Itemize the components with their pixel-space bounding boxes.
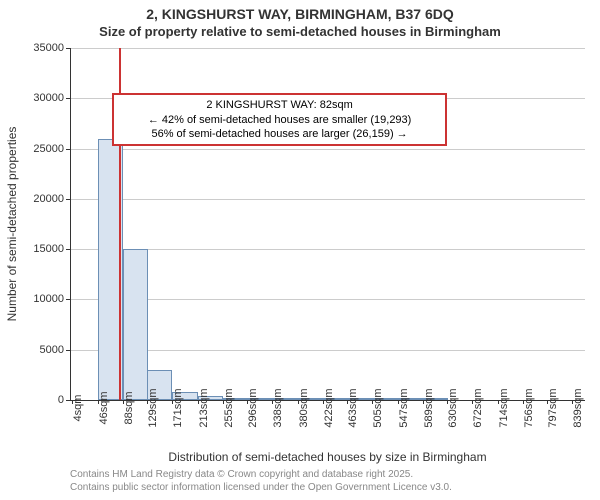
x-tick-label: 88sqm: [123, 391, 135, 424]
x-tick-label: 213sqm: [198, 388, 210, 427]
annotation-line: ← 42% of semi-detached houses are smalle…: [120, 113, 439, 127]
y-tick-label: 10000: [33, 293, 64, 305]
footer-attribution: Contains HM Land Registry data © Crown c…: [70, 468, 452, 494]
y-tick-label: 30000: [33, 92, 64, 104]
x-tick-label: 797sqm: [547, 388, 559, 427]
grid-line: [70, 48, 585, 49]
y-tick-label: 5000: [40, 344, 64, 356]
y-tick-label: 20000: [33, 193, 64, 205]
x-tick-label: 171sqm: [172, 388, 184, 427]
chart-title-line2: Size of property relative to semi-detach…: [0, 24, 600, 39]
x-tick-label: 4sqm: [72, 395, 84, 422]
x-tick-label: 46sqm: [98, 391, 110, 424]
grid-line: [70, 149, 585, 150]
y-tick-label: 0: [58, 394, 64, 406]
x-tick-label: 463sqm: [347, 388, 359, 427]
y-axis-line: [70, 48, 71, 400]
chart-title-line1: 2, KINGSHURST WAY, BIRMINGHAM, B37 6DQ: [0, 6, 600, 22]
x-tick-label: 714sqm: [498, 388, 510, 427]
x-axis-line: [70, 400, 585, 401]
x-axis-label: Distribution of semi-detached houses by …: [70, 450, 585, 464]
y-tick-label: 35000: [33, 42, 64, 54]
x-tick-label: 422sqm: [323, 388, 335, 427]
annotation-line: 56% of semi-detached houses are larger (…: [120, 127, 439, 141]
y-tick-label: 15000: [33, 243, 64, 255]
x-tick-label: 296sqm: [247, 388, 259, 427]
x-tick-label: 129sqm: [147, 388, 159, 427]
grid-line: [70, 199, 585, 200]
x-tick-label: 630sqm: [447, 388, 459, 427]
footer-line1: Contains HM Land Registry data © Crown c…: [70, 468, 452, 481]
footer-line2: Contains public sector information licen…: [70, 481, 452, 494]
x-tick-label: 547sqm: [398, 388, 410, 427]
plot-area: 050001000015000200002500030000350002 KIN…: [70, 48, 585, 400]
x-tick-label: 338sqm: [272, 388, 284, 427]
x-tick-label: 839sqm: [572, 388, 584, 427]
x-tick-label: 380sqm: [298, 388, 310, 427]
x-tick-label: 255sqm: [223, 388, 235, 427]
chart-container: 2, KINGSHURST WAY, BIRMINGHAM, B37 6DQ S…: [0, 0, 600, 500]
y-axis-label: Number of semi-detached properties: [5, 127, 19, 322]
y-tick-label: 25000: [33, 143, 64, 155]
x-tick-label: 672sqm: [472, 388, 484, 427]
annotation-box: 2 KINGSHURST WAY: 82sqm← 42% of semi-det…: [112, 93, 447, 146]
annotation-line: 2 KINGSHURST WAY: 82sqm: [120, 98, 439, 112]
x-tick-label: 756sqm: [523, 388, 535, 427]
x-tick-label: 589sqm: [423, 388, 435, 427]
x-tick-label: 505sqm: [372, 388, 384, 427]
histogram-bar: [123, 249, 148, 400]
